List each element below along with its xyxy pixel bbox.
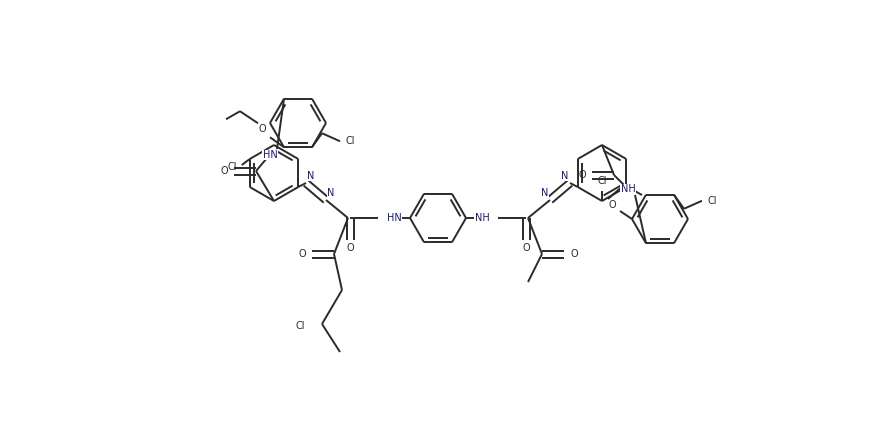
Text: N: N xyxy=(561,171,568,181)
Text: N: N xyxy=(327,188,335,198)
Text: O: O xyxy=(570,249,578,259)
Text: N: N xyxy=(541,188,549,198)
Text: Cl: Cl xyxy=(707,196,717,206)
Text: NH: NH xyxy=(474,213,489,223)
Text: O: O xyxy=(608,200,616,210)
Text: Cl: Cl xyxy=(296,321,304,331)
Text: O: O xyxy=(346,243,353,253)
Text: HN: HN xyxy=(387,213,402,223)
Text: NH: NH xyxy=(621,184,635,194)
Text: O: O xyxy=(258,124,266,134)
Text: N: N xyxy=(307,171,315,181)
Text: O: O xyxy=(220,166,228,176)
Text: Cl: Cl xyxy=(597,176,607,186)
Text: O: O xyxy=(298,249,306,259)
Text: Cl: Cl xyxy=(227,162,237,172)
Text: O: O xyxy=(522,243,530,253)
Text: O: O xyxy=(578,170,586,180)
Text: Cl: Cl xyxy=(346,136,355,146)
Text: HN: HN xyxy=(262,150,277,160)
